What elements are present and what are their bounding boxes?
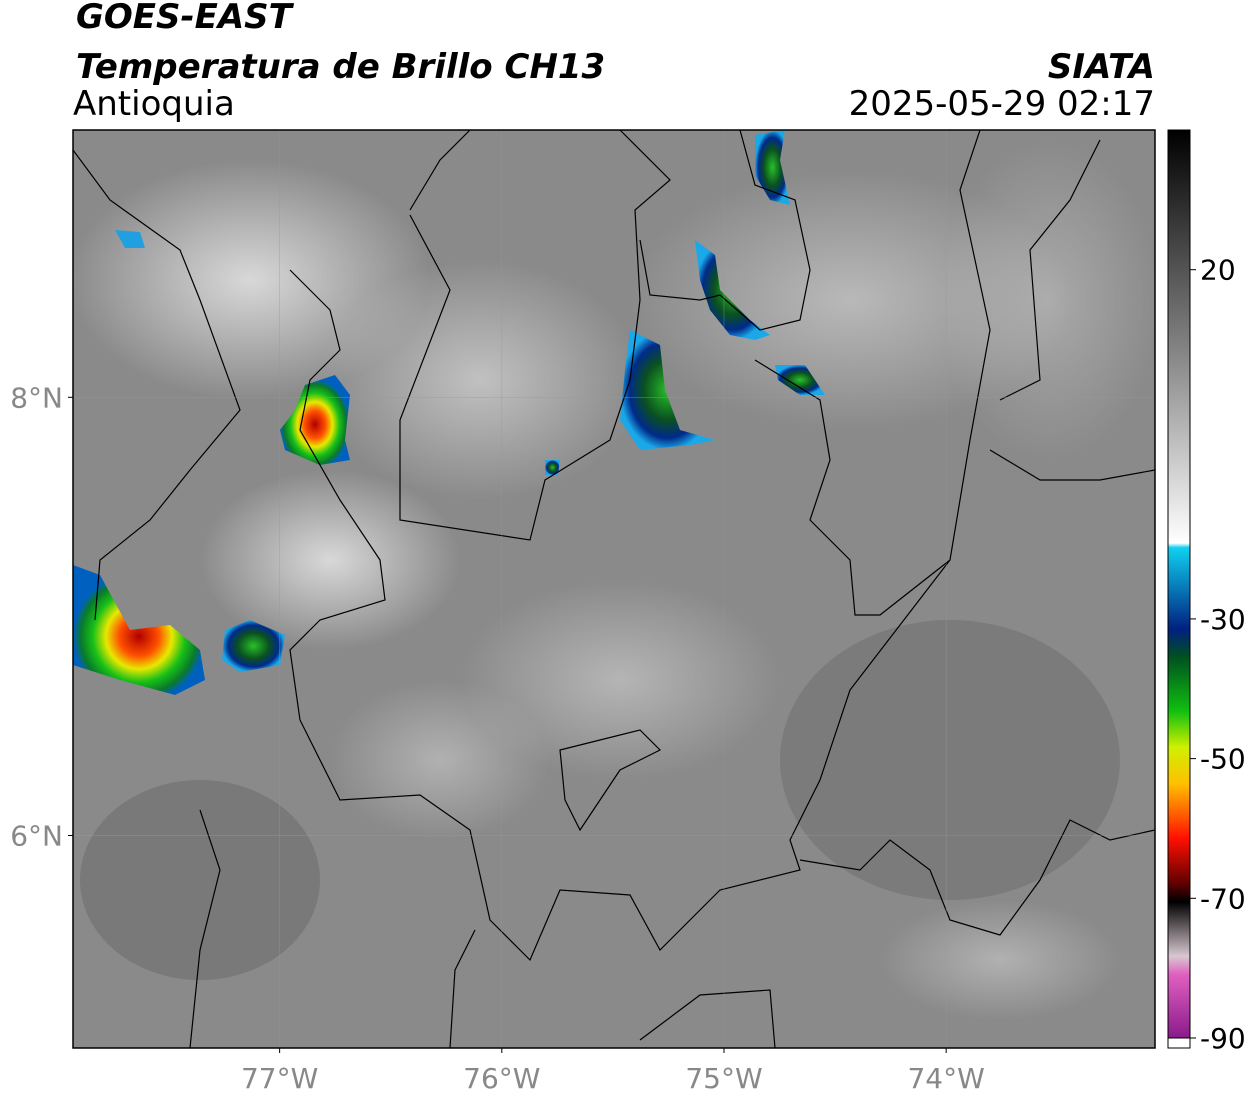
colorbar-tick-label: 20 xyxy=(1200,254,1236,287)
colorbar-tick-label: -70 xyxy=(1200,882,1246,915)
colorbar-tick-label: -90 xyxy=(1200,1022,1246,1055)
product-title: Temperatura de Brillo CH13 xyxy=(76,47,605,87)
x-tick-label: 76°W xyxy=(463,1062,540,1095)
colorbar-tick-label: -30 xyxy=(1200,603,1246,636)
colorbar-frame xyxy=(1167,129,1191,1049)
gridlines xyxy=(73,130,1155,1048)
source-title: SIATA xyxy=(1048,47,1155,87)
satellite-title: GOES-EAST xyxy=(76,0,295,37)
datetime: 2025-05-29 02:17 xyxy=(849,84,1155,124)
x-tick-label: 75°W xyxy=(685,1062,762,1095)
region-title: Antioquia xyxy=(73,84,235,124)
y-tick-label: 6°N xyxy=(10,819,63,852)
map-frame xyxy=(72,129,1156,1049)
colorbar xyxy=(1168,130,1190,1038)
x-tick-label: 74°W xyxy=(907,1062,984,1095)
colorbar-tick-label: -50 xyxy=(1200,743,1246,776)
x-tick-label: 77°W xyxy=(241,1062,318,1095)
map-image xyxy=(73,130,1155,1048)
y-tick-label: 8°N xyxy=(10,381,63,414)
colorbar-extend xyxy=(1167,1037,1191,1049)
